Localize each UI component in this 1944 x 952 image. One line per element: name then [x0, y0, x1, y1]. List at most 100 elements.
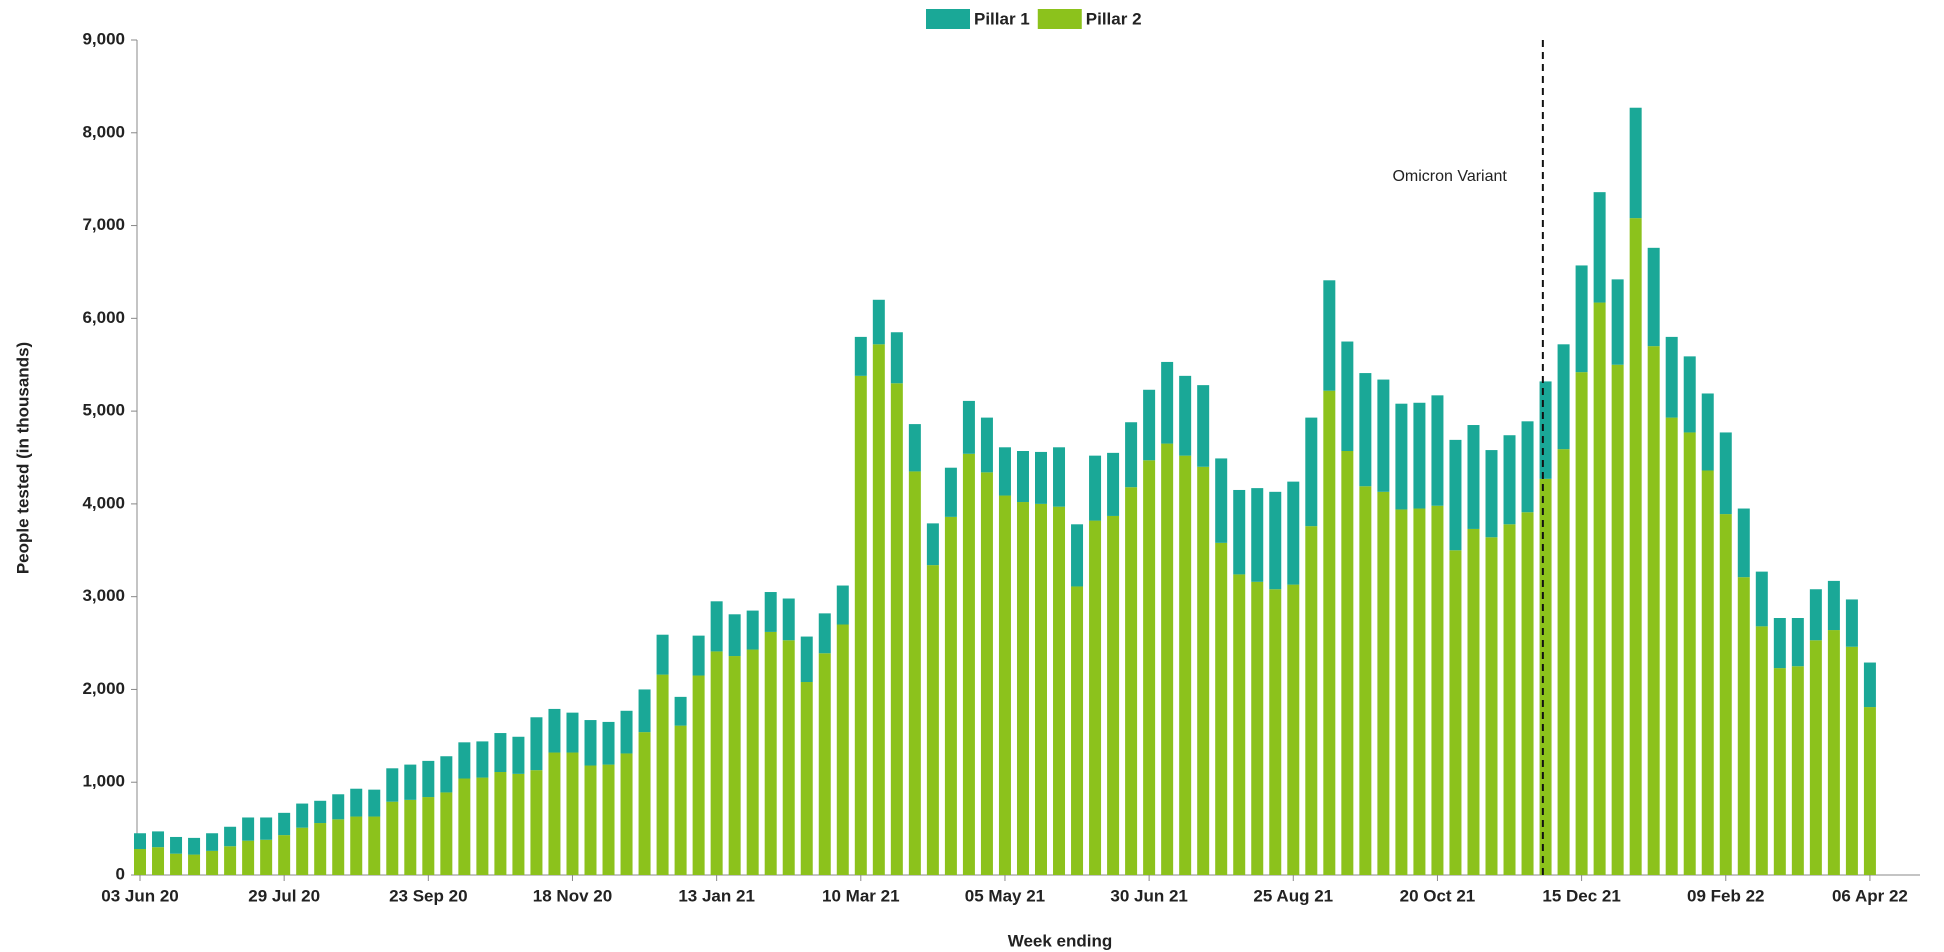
bar-segment	[548, 708, 561, 753]
bar-segment	[566, 752, 579, 875]
bar-segment	[1539, 478, 1552, 875]
bar-segment	[638, 732, 651, 875]
bar-segment	[656, 674, 669, 875]
x-axis-title: Week ending	[1008, 931, 1113, 950]
bar-segment	[836, 585, 849, 625]
bar-segment	[296, 827, 309, 875]
bar-segment	[1845, 599, 1858, 647]
bar-segment	[1089, 455, 1102, 521]
bar-segment	[980, 472, 993, 875]
bar-segment	[1755, 626, 1768, 875]
bar-segment	[1755, 571, 1768, 627]
y-tick-label: 0	[116, 864, 125, 883]
bar-segment	[1107, 452, 1120, 516]
bar-segment	[1863, 662, 1876, 708]
bar-segment	[1377, 491, 1390, 875]
bar-segment	[386, 801, 399, 875]
x-tick-label: 03 Jun 20	[101, 886, 179, 905]
bar-segment	[620, 710, 633, 754]
annotation-label: Omicron Variant	[1392, 168, 1507, 185]
bar-segment	[260, 839, 273, 875]
bar-segment	[224, 826, 237, 847]
bar-segment	[602, 721, 615, 765]
bar-segment	[1107, 515, 1120, 875]
bar-segment	[1629, 107, 1642, 219]
bar-segment	[1016, 451, 1029, 503]
bar-segment	[1449, 439, 1462, 551]
bar-segment	[926, 565, 939, 875]
x-tick-label: 23 Sep 20	[389, 886, 467, 905]
y-tick-label: 3,000	[82, 586, 125, 605]
bar-segment	[1593, 302, 1606, 875]
x-tick-label: 29 Jul 20	[248, 886, 320, 905]
bar-segment	[458, 778, 471, 875]
bar-segment	[872, 344, 885, 875]
x-tick-label: 10 Mar 21	[822, 886, 900, 905]
bar-segment	[1773, 618, 1786, 669]
bar-segment	[224, 846, 237, 875]
bar-segment	[728, 656, 741, 875]
bar-segment	[170, 836, 183, 854]
bar-segment	[1827, 580, 1840, 631]
legend-swatch	[926, 9, 970, 29]
bar-segment	[674, 696, 687, 726]
bar-segment	[530, 770, 543, 875]
x-tick-label: 20 Oct 21	[1400, 886, 1476, 905]
bar-segment	[1503, 524, 1516, 875]
x-tick-label: 30 Jun 21	[1110, 886, 1188, 905]
bar-segment	[1197, 385, 1210, 467]
bar-segment	[1737, 508, 1750, 578]
bar-segment	[746, 610, 759, 650]
bar-segment	[746, 649, 759, 875]
bar-segment	[1377, 379, 1390, 492]
bar-segment	[1053, 447, 1066, 507]
bar-segment	[368, 816, 381, 875]
bar-segment	[1305, 526, 1318, 875]
bar-segment	[134, 849, 146, 875]
bar-segment	[1467, 528, 1480, 875]
bar-segment	[476, 741, 489, 778]
bar-segment	[1701, 393, 1714, 471]
bar-segment	[1791, 618, 1804, 667]
bar-segment	[620, 753, 633, 875]
bar-segment	[1773, 668, 1786, 875]
bar-segment	[1647, 346, 1660, 876]
bar-segment	[1557, 449, 1570, 875]
bar-segment	[278, 812, 291, 836]
bar-segment	[368, 789, 381, 817]
bar-segment	[926, 523, 939, 566]
bar-segment	[764, 631, 777, 875]
bar-segment	[1035, 503, 1047, 875]
bar-segment	[1016, 502, 1029, 875]
bar-segment	[782, 640, 795, 875]
bar-segment	[260, 817, 273, 840]
x-tick-label: 18 Nov 20	[533, 886, 612, 905]
bar-segment	[1575, 372, 1588, 875]
bar-segment	[314, 823, 327, 875]
bar-segment	[764, 592, 777, 632]
bar-segment	[1827, 630, 1840, 875]
bar-segment	[1143, 460, 1156, 875]
bar-segment	[890, 332, 903, 384]
bar-segment	[1431, 395, 1444, 506]
bar-segment	[1233, 574, 1246, 875]
bar-segment	[422, 797, 435, 875]
bar-segment	[1179, 455, 1192, 875]
bar-segment	[1233, 489, 1246, 575]
bar-segment	[1089, 520, 1102, 875]
bar-segment	[1593, 192, 1606, 303]
legend-swatch	[1037, 9, 1082, 29]
bar-segment	[494, 733, 507, 773]
x-tick-label: 25 Aug 21	[1253, 886, 1333, 905]
bar-segment	[1071, 586, 1084, 875]
bar-segment	[854, 375, 867, 875]
bar-segment	[1323, 390, 1336, 875]
bar-segment	[818, 613, 831, 654]
y-tick-label: 9,000	[82, 29, 125, 48]
bar-segment	[170, 853, 183, 875]
bar-segment	[1557, 344, 1570, 450]
bar-segment	[1629, 218, 1642, 876]
bar-segment	[476, 777, 489, 875]
bar-segment	[242, 840, 255, 875]
bar-segment	[134, 833, 146, 850]
